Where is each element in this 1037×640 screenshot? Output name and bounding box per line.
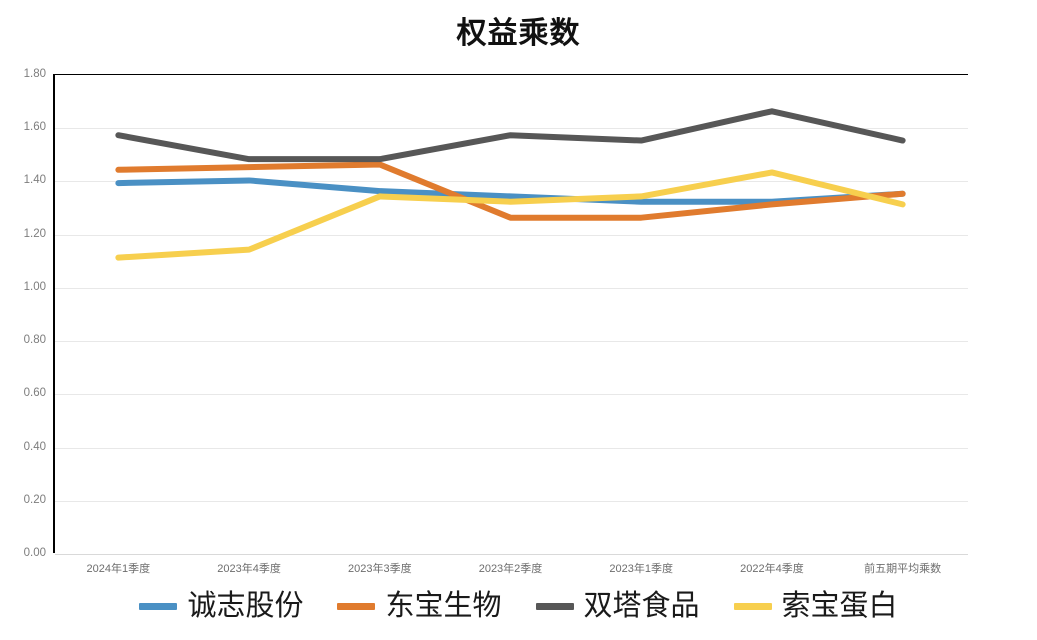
legend-swatch-icon — [535, 603, 574, 610]
legend-item-双塔食品[interactable]: 双塔食品 — [535, 590, 700, 622]
x-axis-tick-label: 2022年4季度 — [740, 563, 804, 575]
y-axis-tick-label: 1.40 — [23, 174, 46, 187]
x-axis-tick-label: 2023年3季度 — [347, 563, 412, 575]
y-axis-tick-label: 0.80 — [23, 334, 46, 347]
legend-swatch-icon — [139, 603, 178, 610]
y-axis-tick-label: 1.80 — [23, 68, 46, 80]
gridline — [55, 500, 968, 502]
legend-item-诚志股份[interactable]: 诚志股份 — [139, 592, 303, 621]
x-axis-tick-label: 2024年1季度 — [86, 563, 151, 575]
chart-legend: 诚志股份 东宝生物 双塔食品 索宝蛋白 — [0, 592, 1037, 621]
legend-item-东宝生物[interactable]: 东宝生物 — [337, 590, 502, 622]
x-axis-tick-label: 2023年1季度 — [609, 563, 673, 575]
y-axis-tick-label: 1.20 — [23, 227, 46, 240]
x-axis-tick-label: 2023年4季度 — [217, 563, 281, 575]
y-axis-tick-label: 0.20 — [23, 493, 46, 506]
x-axis-tick-label: 前五期平均乘数 — [864, 563, 942, 575]
gridline — [55, 394, 968, 396]
legend-label: 索宝蛋白 — [781, 590, 898, 622]
gridline — [55, 287, 968, 289]
x-axis-tick-label: 2023年2季度 — [478, 563, 543, 575]
y-axis-tick-label: 1.00 — [23, 280, 46, 293]
legend-item-索宝蛋白[interactable]: 索宝蛋白 — [733, 590, 898, 622]
legend-label: 东宝生物 — [385, 590, 502, 622]
y-axis-tick-label: 1.60 — [23, 121, 46, 134]
y-axis-tick-label: 0.60 — [23, 387, 46, 400]
y-axis-tick-label: 0.40 — [23, 440, 46, 453]
gridline — [55, 447, 968, 449]
legend-swatch-icon — [733, 603, 772, 610]
legend-label: 双塔食品 — [583, 590, 700, 622]
legend-label: 诚志股份 — [187, 590, 304, 622]
y-axis-tick-label: 0.00 — [23, 547, 46, 559]
chart-title: 权益乘数 — [456, 17, 581, 50]
gridline — [55, 341, 968, 343]
legend-swatch-icon — [337, 603, 376, 610]
x-axis-line — [55, 554, 968, 555]
